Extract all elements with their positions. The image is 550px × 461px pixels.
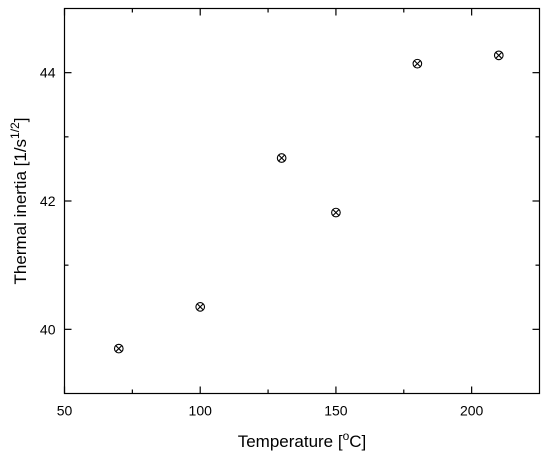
data-point-circle — [276, 153, 287, 163]
x-tick-label: 100 — [189, 403, 213, 419]
data-point-circle — [195, 302, 206, 312]
data-point — [276, 153, 287, 163]
y-tick-label: 40 — [40, 321, 56, 337]
data-point-cross — [332, 209, 340, 217]
plot-frame — [63, 7, 541, 395]
x-tick-label: 200 — [460, 403, 484, 419]
axis-ticks — [63, 8, 540, 394]
data-point-cross — [495, 51, 503, 59]
y-tick-label: 42 — [40, 193, 56, 209]
data-point — [113, 343, 124, 354]
data-point-circle — [493, 50, 504, 61]
data-point-circle — [412, 58, 423, 69]
y-axis-title: Thermal inertia [1/s1/2] — [8, 118, 30, 285]
data-point-cross — [413, 60, 421, 68]
data-point-cross — [278, 154, 286, 162]
y-tick-label: 44 — [40, 65, 56, 81]
data-point — [195, 302, 206, 312]
data-point-cross — [196, 303, 204, 311]
tick-labels: 50 100 150 200 40 42 44 — [40, 65, 484, 419]
data-point-circle — [331, 207, 341, 218]
data-point-circle — [113, 343, 124, 354]
data-point-cross — [115, 345, 123, 353]
x-axis-title: Temperature [oC] — [238, 429, 367, 451]
data-point — [412, 58, 423, 69]
x-tick-label: 50 — [57, 403, 73, 419]
data-point — [331, 207, 341, 218]
data-point — [493, 50, 504, 61]
data-points — [113, 50, 504, 354]
x-tick-label: 150 — [324, 403, 348, 419]
